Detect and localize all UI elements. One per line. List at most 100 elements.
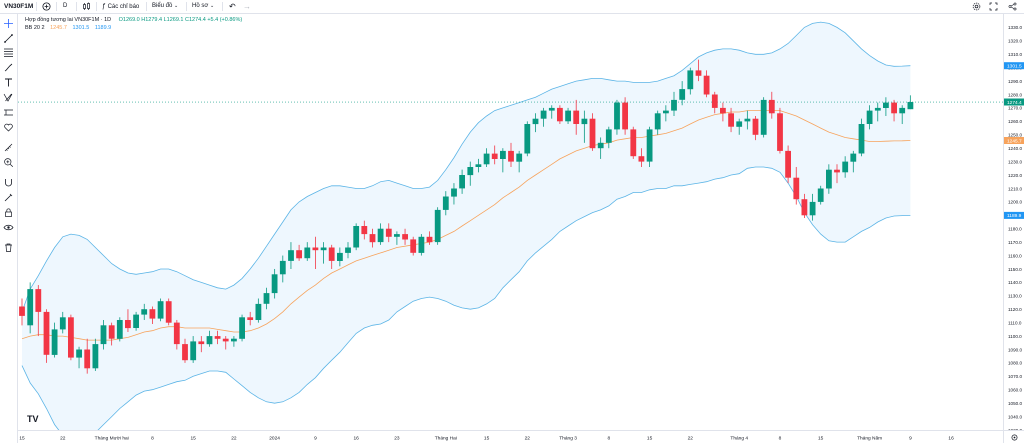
candle-body bbox=[817, 188, 824, 202]
zoom-in-icon[interactable] bbox=[3, 157, 14, 168]
candle-body bbox=[76, 349, 82, 358]
candle-body bbox=[736, 121, 743, 127]
candle-body bbox=[597, 142, 604, 149]
toolbar-divider bbox=[36, 2, 37, 11]
redo-icon[interactable]: → bbox=[243, 2, 251, 11]
candle-body bbox=[548, 107, 555, 111]
axis-settings-icon[interactable] bbox=[1003, 430, 1024, 443]
lock-icon[interactable] bbox=[3, 207, 14, 218]
time-tick-label: 22 bbox=[525, 436, 531, 442]
indicators-label: Các chỉ báo bbox=[107, 4, 140, 10]
share-icon[interactable] bbox=[1008, 0, 1017, 13]
candle-body bbox=[614, 102, 620, 130]
time-tick-label: 15 bbox=[484, 436, 490, 442]
prediction-icon[interactable] bbox=[3, 107, 14, 118]
candle-body bbox=[850, 153, 857, 162]
candle-body bbox=[92, 344, 99, 369]
candle-type-icon[interactable] bbox=[82, 0, 91, 13]
candle-body bbox=[687, 70, 694, 90]
bb-upper-badge: 1301.5 bbox=[1007, 64, 1022, 70]
add-symbol-icon[interactable] bbox=[42, 0, 51, 13]
candle-body bbox=[459, 175, 465, 189]
candle-body bbox=[858, 124, 865, 154]
crosshair-icon[interactable] bbox=[3, 18, 14, 29]
candle-body bbox=[337, 252, 343, 261]
stay-in-drawing-icon[interactable] bbox=[3, 192, 14, 203]
candle-body bbox=[304, 247, 311, 259]
indicators-button[interactable]: ƒ Các chỉ báo bbox=[102, 0, 139, 13]
brush-icon[interactable] bbox=[3, 62, 14, 73]
candle-body bbox=[899, 107, 906, 114]
candle-body bbox=[149, 309, 156, 319]
symbol-search-button[interactable]: VN30F1M bbox=[4, 3, 34, 10]
pattern-icon[interactable] bbox=[3, 92, 14, 103]
bb-basis-badge: 1245.7 bbox=[1007, 138, 1022, 144]
text-icon[interactable] bbox=[3, 77, 14, 88]
candle-body bbox=[27, 289, 34, 326]
candle-body bbox=[279, 260, 286, 275]
candle-body bbox=[475, 164, 482, 167]
candle-body bbox=[182, 344, 188, 361]
candle-body bbox=[540, 110, 547, 119]
settings-icon[interactable] bbox=[972, 0, 981, 13]
chevron-down-icon: ⌄ bbox=[174, 3, 179, 9]
chevron-down-icon: ⌄ bbox=[209, 3, 215, 9]
candle-body bbox=[622, 102, 628, 130]
heart-icon[interactable] bbox=[3, 122, 14, 133]
undo-icon[interactable]: ↶ bbox=[229, 2, 236, 11]
time-tick-label: 8 bbox=[151, 436, 154, 442]
price-tick-label: 1120.0 bbox=[1008, 307, 1022, 312]
candle-body bbox=[516, 153, 523, 162]
time-axis[interactable]: 15 22 Tháng Mười hai 8 15 22 2024 9 16 23 Tháng Ha… bbox=[18, 430, 1003, 443]
time-tick-label: 15 bbox=[191, 436, 197, 442]
trash-icon[interactable] bbox=[3, 242, 14, 253]
chart-type-button[interactable]: Biểu đồ ⌄ bbox=[152, 0, 178, 13]
ruler-icon[interactable] bbox=[3, 142, 14, 153]
candle-body bbox=[231, 338, 237, 342]
price-axis[interactable]: 1330.01320.01310.01300.01290.01280.01270… bbox=[1003, 14, 1024, 433]
chart-legend: Hợp đồng tương lai VN30F1M · 1D O1269.0 … bbox=[25, 16, 242, 32]
candle-body bbox=[467, 167, 474, 176]
candle-body bbox=[842, 161, 849, 173]
candle-body bbox=[19, 306, 25, 316]
candle-body bbox=[402, 234, 408, 240]
fullscreen-icon[interactable] bbox=[989, 0, 998, 13]
price-tick-label: 1210.0 bbox=[1008, 186, 1022, 191]
time-tick-label: 22 bbox=[60, 436, 66, 442]
eye-icon[interactable] bbox=[3, 222, 14, 233]
trend-line-icon[interactable] bbox=[3, 33, 14, 44]
fib-retracement-icon[interactable] bbox=[3, 47, 14, 58]
candle-body bbox=[654, 113, 661, 130]
candle-body bbox=[377, 228, 384, 243]
chart-pane[interactable] bbox=[18, 14, 1003, 443]
candle-body bbox=[703, 75, 710, 95]
profile-button[interactable]: Hồ sơ ⌄ bbox=[192, 0, 214, 13]
interval-button[interactable]: D bbox=[63, 3, 68, 9]
candle-body bbox=[711, 94, 718, 108]
bollinger-band-fill bbox=[22, 22, 911, 443]
time-tick-label: 15 bbox=[647, 436, 653, 442]
price-tick-label: 1170.0 bbox=[1008, 240, 1022, 245]
price-tick-label: 1090.0 bbox=[1008, 347, 1022, 352]
last-price-badge-bg bbox=[1004, 98, 1024, 106]
candle-body bbox=[695, 70, 702, 76]
candle-body bbox=[777, 113, 783, 151]
tradingview-logo: TV bbox=[27, 414, 39, 424]
price-axis-scale: 1330.01320.01310.01300.01290.01280.01270… bbox=[1004, 25, 1024, 433]
price-chart bbox=[18, 21, 1003, 443]
candle-body bbox=[165, 301, 172, 323]
candle-body bbox=[68, 317, 74, 358]
magnet-icon[interactable] bbox=[3, 177, 14, 188]
chart-type-label: Biểu đồ bbox=[152, 3, 173, 9]
candle-body bbox=[328, 247, 335, 261]
time-tick-label: 15 bbox=[818, 436, 824, 442]
price-tick-label: 1150.0 bbox=[1008, 267, 1022, 272]
candle-body bbox=[744, 118, 751, 122]
time-tick-label: 15 bbox=[19, 436, 25, 442]
time-tick-label: 9 bbox=[909, 436, 912, 442]
candle-body bbox=[418, 236, 425, 253]
candle-body bbox=[442, 196, 449, 210]
price-tick-label: 1050.0 bbox=[1008, 401, 1022, 406]
time-tick-label: Tháng 4 bbox=[730, 436, 748, 442]
candle-body bbox=[320, 247, 327, 251]
